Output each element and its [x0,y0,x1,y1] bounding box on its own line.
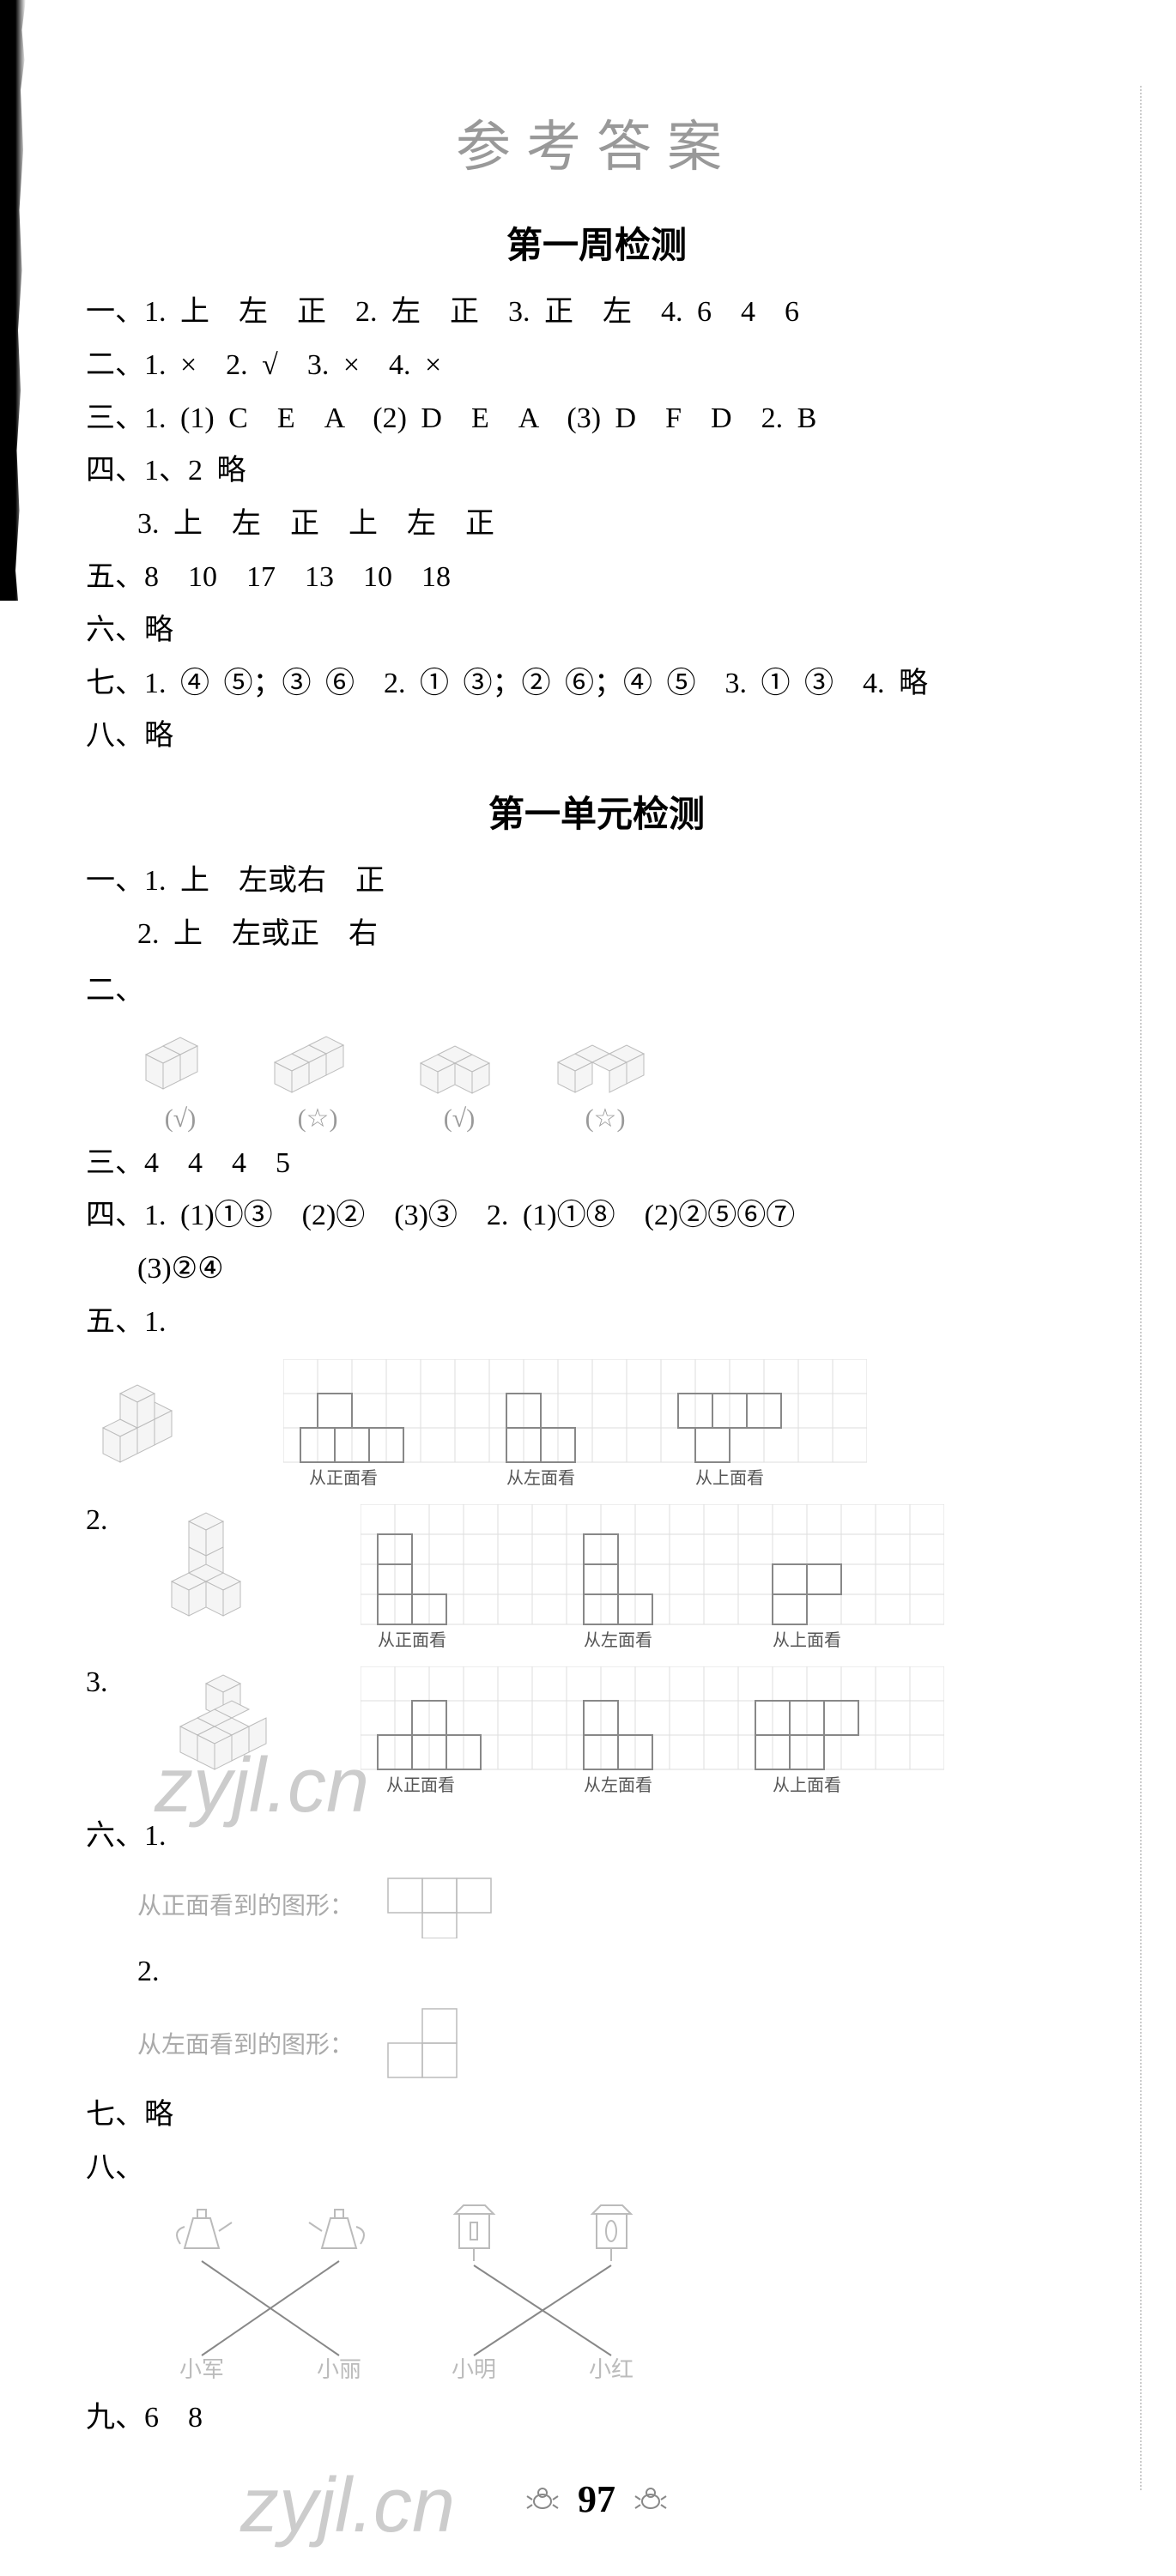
label-left-1: 从左面看 [506,1468,575,1488]
bug-icon-right [633,2481,668,2525]
name-4: 小红 [589,2357,633,2382]
section1-title: 第一周检测 [86,216,1107,269]
s2-line8: 八、 [86,2144,1107,2193]
q5-3-row: 3. [86,1666,1107,1799]
label-top-1: 从上面看 [695,1468,764,1488]
s2-5-2: 2. [86,1504,108,1537]
s1-line3: 三、1. (1) C E A (2) D E A (3) D F D 2. B [86,394,1107,444]
label-front-1: 从正面看 [309,1468,378,1488]
q5-1-cube [86,1359,258,1484]
cube-group-1: (√) [137,1029,223,1134]
bug-icon-left [525,2481,560,2525]
s1-line5: 3. 上 左 正 上 左 正 [86,499,1107,549]
s2-line7: 七、略 [86,2090,1107,2140]
section2-title: 第一单元检测 [86,785,1107,838]
shape-6-2 [379,2005,491,2082]
s1-line7: 六、略 [86,606,1107,656]
s1-line1: 一、1. 上 左 正 2. 左 正 3. 正 左 4. 6 4 6 [86,287,1107,337]
teapot-diagram: 小军 小丽 小明 小红 [155,2197,1107,2390]
main-title: 参考答案 [86,103,1107,182]
s2-line1b: 2. 上 左或正 右 [86,910,1107,959]
mark-4: (☆) [585,1104,626,1134]
name-3: 小明 [452,2357,496,2382]
s1-line8: 七、1. ④ ⑤；③ ⑥ 2. ① ③；② ⑥；④ ⑤ 3. ① ③ 4. 略 [86,659,1107,709]
mark-3: (√) [444,1104,475,1134]
s2-line3: 三、4 4 4 5 [86,1139,1107,1188]
cube-option-row: (√) (☆) [137,1028,1107,1134]
grid-svg-5-1: 从正面看 从左面看 从上面看 [283,1359,867,1488]
cube-icon-5-2 [163,1504,283,1633]
grid-svg-5-3: 从正面看 从左面看 从上面看 [361,1666,944,1795]
q6-2-row: 从左面看到的图形： [137,2005,1107,2082]
s2-line6-2: 2. [86,1947,1107,1997]
q6-1-text: 从正面看到的图形： [137,1887,354,1921]
s2-5-3: 3. [86,1666,108,1699]
q5-3-grid: 从正面看 从左面看 从上面看 [361,1666,944,1799]
shape-6-1 [379,1870,517,1938]
cube-icon-3 [412,1029,506,1098]
s2-line9: 九、6 8 [86,2393,1107,2443]
mark-1: (√) [165,1104,196,1134]
cube-group-3: (√) [412,1029,506,1134]
s2-line4: 四、1. (1)①③ (2)② (3)③ 2. (1)①⑧ (2)②⑤⑥⑦ [86,1191,1107,1241]
s2-line6: 六、1. [86,1811,1107,1861]
cube-icon-5-3 [163,1666,292,1787]
page-container: 参考答案 第一周检测 一、1. 上 左 正 2. 左 正 3. 正 左 4. 6… [0,0,1176,2576]
cube-icon-4 [549,1028,661,1097]
label-top-3: 从上面看 [773,1775,841,1795]
dotted-margin-line [1140,86,1142,2490]
s2-line1: 一、1. 上 左或右 正 [86,856,1107,906]
q5-2-grid: 从正面看 从左面看 从上面看 [361,1504,944,1654]
s2-line2: 二、 [86,966,144,1016]
cube-group-4: (☆) [549,1028,661,1134]
page-number-row: 97 [86,2477,1107,2525]
label-front-3: 从正面看 [386,1775,455,1795]
name-1: 小军 [179,2357,224,2382]
cube-icon-5-1 [86,1359,223,1479]
s1-line9: 八、略 [86,711,1107,761]
q6-1-row: 从正面看到的图形： [137,1870,1107,1938]
q5-2-row: 2. [86,1504,1107,1654]
cube-group-2: (☆) [266,1028,369,1134]
q6-2-text: 从左面看到的图形： [137,2026,354,2060]
s2-line5: 五、1. [86,1297,1107,1347]
mark-2: (☆) [298,1104,338,1134]
s1-line4: 四、1、2 略 [86,446,1107,496]
label-top-2: 从上面看 [773,1630,841,1650]
label-left-2: 从左面看 [584,1630,652,1650]
q5-3-cube [163,1666,335,1791]
grid-svg-5-2: 从正面看 从左面看 从上面看 [361,1504,944,1650]
page-number: 97 [578,2478,615,2520]
label-front-2: 从正面看 [378,1630,446,1650]
label-left-3: 从左面看 [584,1775,652,1795]
s2-line4b: (3)②④ [86,1244,1107,1294]
torn-edge-decoration [0,0,26,601]
s1-line6: 五、8 10 17 13 10 18 [86,553,1107,602]
teapot-svg: 小军 小丽 小明 小红 [155,2197,755,2386]
cube-icon-1 [137,1029,223,1098]
name-2: 小丽 [317,2357,361,2382]
q5-2-cube [163,1504,335,1637]
cube-icon-2 [266,1028,369,1097]
q5-1-row: 从正面看 从左面看 从上面看 [86,1359,1107,1492]
q5-1-grid: 从正面看 从左面看 从上面看 [283,1359,867,1492]
s1-line2: 二、1. × 2. √ 3. × 4. × [86,341,1107,390]
